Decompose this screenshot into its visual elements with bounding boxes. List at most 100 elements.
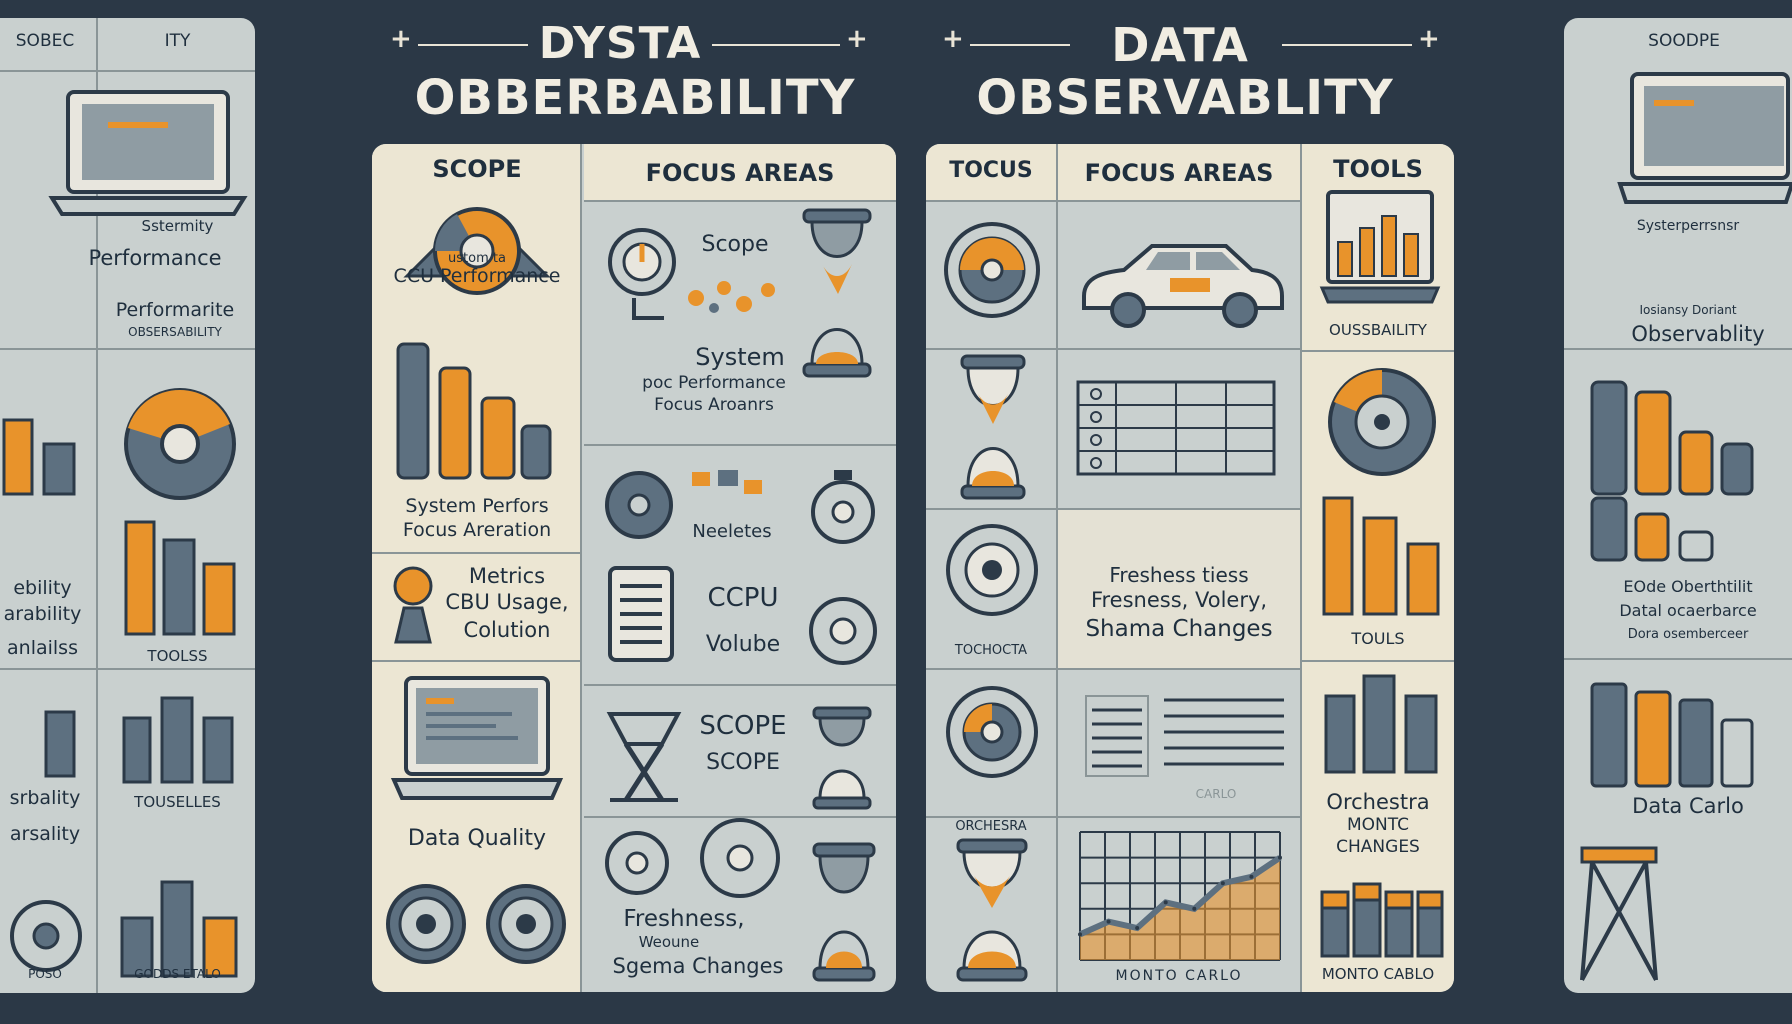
scope-caption-small: ustom ta xyxy=(448,251,506,266)
focus-areration-label: Focus Areration xyxy=(402,519,552,541)
far-left-label: Performarite xyxy=(115,299,235,321)
bar-chart-icon xyxy=(396,342,552,480)
chart-point xyxy=(1078,932,1082,937)
bar-group-icon xyxy=(122,696,234,784)
far-right-line: Datal ocaerbarce xyxy=(1619,601,1757,620)
stacked-bars-icon xyxy=(1320,882,1444,958)
freshness-line2: Fresness, Volery, xyxy=(1090,588,1268,612)
hourglass-icon xyxy=(812,706,872,810)
focus-system-sub1: poc Performance xyxy=(642,373,786,393)
table-icon xyxy=(1076,380,1276,476)
tools-caption: OUSSBAILITY xyxy=(1329,321,1427,339)
tochocta-label: TOCHOCTA xyxy=(954,643,1028,658)
timer-icon xyxy=(811,470,875,544)
far-right-line: Iosiansy Doriant xyxy=(1639,303,1737,317)
chart-point xyxy=(1220,881,1225,886)
far-left-header-1: SOBEC xyxy=(15,31,75,51)
header-row xyxy=(926,144,1300,200)
title-rule xyxy=(418,44,528,46)
chart-caption: MONTO CARLO xyxy=(1115,968,1243,984)
freshness-line1: Freshess tiess xyxy=(1109,563,1249,587)
bar-chart-icon xyxy=(1322,496,1440,616)
hourglass-icon xyxy=(802,208,872,378)
disc-icon xyxy=(605,831,669,895)
bar-chart-icon xyxy=(1590,380,1754,496)
monte-carlo-chart xyxy=(1078,831,1282,961)
gauge-icon xyxy=(809,597,877,665)
tools-header: TOOLS xyxy=(1333,155,1423,183)
bar-group-icon xyxy=(2,418,76,496)
fan-icon xyxy=(605,471,673,539)
metrics-label: Metrics xyxy=(468,564,546,588)
title-rule xyxy=(970,44,1070,46)
focus-system-label: System xyxy=(695,343,785,371)
dial-gauge-icon xyxy=(403,207,551,295)
focus-areas-header: FOCUS AREAS xyxy=(1084,159,1274,187)
scope-a-label: SCOPE xyxy=(699,711,787,741)
disc-icon xyxy=(386,884,466,964)
bar-group-icon xyxy=(44,710,76,778)
chart-point xyxy=(1106,919,1111,924)
scatter-dots-icon xyxy=(688,281,775,313)
far-right-header: SOODPE xyxy=(1648,31,1720,51)
far-left-label: arability xyxy=(3,603,82,625)
scope-b-label: SCOPE xyxy=(706,750,780,775)
right-title-line1: DATA xyxy=(1111,18,1249,72)
far-left-tools: TOOLSS xyxy=(147,647,208,665)
needles-label: Neeletes xyxy=(692,521,772,542)
chart-point xyxy=(1278,855,1282,860)
far-right-observability: Observablity xyxy=(1631,322,1765,346)
title-rule xyxy=(1282,44,1412,46)
disc-icon xyxy=(946,524,1038,616)
far-right-panel: SOODPE Systerperrsnsr Iosiansy Doriant O… xyxy=(1564,18,1792,993)
far-left-label: ebility xyxy=(13,577,72,599)
title-rule xyxy=(712,44,840,46)
pie-dial-icon xyxy=(1328,368,1436,476)
list-lines-icon xyxy=(1085,695,1284,777)
far-left-label: anlailss xyxy=(7,637,78,659)
disc-icon xyxy=(10,900,82,972)
far-right-line: Dora osemberceer xyxy=(1627,627,1749,642)
freshness-cell xyxy=(1058,510,1300,668)
tower-icon xyxy=(1580,846,1658,981)
monto-cablo-label: MONTO CABLO xyxy=(1321,965,1435,983)
scope-caption: CCU Performance xyxy=(393,265,561,287)
far-right-line: EOde Oberthtilit xyxy=(1623,577,1753,596)
hourglass-icon xyxy=(812,842,876,982)
weoune-label: Weoune xyxy=(638,933,700,951)
sgema-changes-label: Sgema Changes xyxy=(612,954,784,978)
far-left-header-2: ITY xyxy=(164,31,191,51)
tocus-header: TOCUS xyxy=(949,158,1033,183)
laptop-chart-icon xyxy=(1319,190,1441,304)
tools-label: TOULS xyxy=(1351,629,1405,648)
shama-changes-line: Shama Changes xyxy=(1085,616,1273,642)
person-icon xyxy=(393,566,433,644)
chart-point xyxy=(1135,926,1140,930)
pie-dial-icon xyxy=(946,686,1038,778)
document-list-icon xyxy=(608,566,674,662)
focus-system-sub2: Focus Aroanrs xyxy=(654,395,774,415)
sparkle-icon: + xyxy=(390,24,412,54)
pie-dial-icon xyxy=(944,222,1040,318)
chart-point xyxy=(1249,874,1254,879)
laptop-icon xyxy=(48,90,248,216)
far-right-carlo: Data Carlo xyxy=(1632,794,1744,818)
car-icon xyxy=(1082,244,1284,328)
bar-chart-icon xyxy=(1324,674,1438,774)
laptop-icon xyxy=(390,676,564,800)
disc-icon xyxy=(700,818,780,898)
focus-scope-label: Scope xyxy=(701,232,769,257)
far-left-label: OBSERSABILITY xyxy=(128,325,222,339)
hourglass-icon xyxy=(802,388,870,396)
right-title-line2: OBSERVABLITY xyxy=(976,70,1394,126)
orchestra-label: Orchestra xyxy=(1326,790,1430,814)
pieces-icon xyxy=(692,470,762,494)
chart-point xyxy=(1192,906,1197,911)
gauge-icon xyxy=(608,228,676,320)
colution-label: Colution xyxy=(463,618,551,642)
far-left-label: Performance xyxy=(88,246,222,270)
bar-group-icon xyxy=(124,520,236,636)
far-left-label: arsality xyxy=(9,823,81,845)
sparkle-icon: + xyxy=(846,24,868,54)
far-left-touselles: TOUSELLES xyxy=(134,793,221,811)
